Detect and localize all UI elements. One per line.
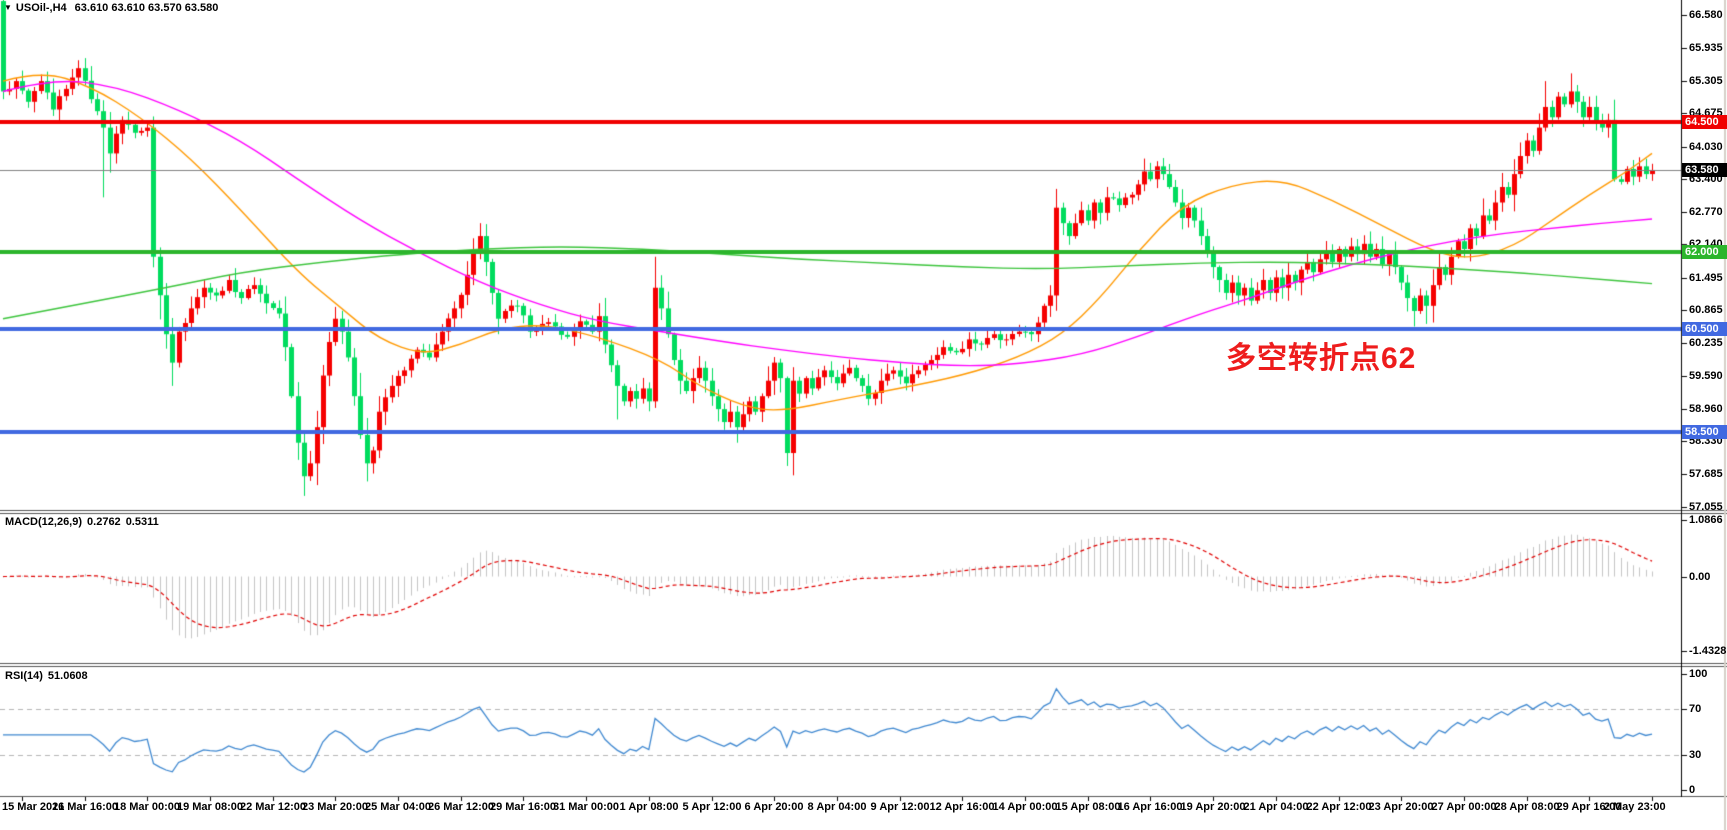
time-tick-label: 12 Apr 16:00 — [929, 801, 995, 813]
time-tick-label: 22 Apr 12:00 — [1306, 801, 1372, 813]
rsi-tick-label: 0 — [1689, 784, 1696, 796]
time-tick-label: 28 Apr 08:00 — [1494, 801, 1560, 813]
chevron-down-icon[interactable]: ▼ — [4, 3, 12, 12]
rsi-indicator-label: RSI(14) 51.0608 — [5, 670, 93, 682]
time-tick-label: 14 Apr 00:00 — [992, 801, 1058, 813]
time-tick-label: 15 Apr 08:00 — [1055, 801, 1121, 813]
macd-indicator-label: MACD(12,26,9) 0.2762 0.5311 — [5, 516, 164, 528]
time-tick-label: 26 Mar 12:00 — [427, 801, 495, 813]
price-tick-label: 58.960 — [1689, 402, 1723, 415]
rsi-tick-label: 100 — [1689, 668, 1708, 680]
time-tick-label: 5 Apr 12:00 — [682, 801, 742, 813]
macd-signal-value: 0.5311 — [125, 516, 159, 528]
price-tick-label: 65.305 — [1689, 74, 1723, 87]
price-level-badge: 60.500 — [1682, 322, 1727, 337]
time-tick-label: 21 Apr 04:00 — [1243, 801, 1309, 813]
price-tick-label: 57.685 — [1689, 468, 1723, 481]
price-tick-label: 64.030 — [1689, 140, 1723, 153]
price-level-badge: 64.500 — [1682, 115, 1727, 130]
ohlc-readout: 63.610 63.610 63.570 63.580 — [74, 2, 219, 14]
price-tick-label: 61.495 — [1689, 271, 1723, 284]
time-tick-label: 19 Apr 20:00 — [1180, 801, 1246, 813]
price-tick-label: 66.580 — [1689, 9, 1723, 21]
macd-tick-label: -1.4328 — [1689, 645, 1727, 657]
time-tick-label: 9 Apr 12:00 — [870, 801, 930, 813]
price-tick-label: 60.235 — [1689, 336, 1723, 349]
price-tick-label: 60.865 — [1689, 304, 1723, 317]
price-level-badge: 62.000 — [1682, 244, 1727, 259]
time-tick-label: 8 Apr 04:00 — [807, 801, 867, 813]
time-tick-label: 27 Apr 00:00 — [1431, 801, 1497, 813]
time-tick-label: 2 May 23:00 — [1603, 801, 1666, 813]
macd-tick-label: 1.0866 — [1689, 514, 1723, 526]
time-tick-label: 25 Mar 04:00 — [364, 801, 432, 813]
time-tick-label: 1 Apr 08:00 — [619, 801, 679, 813]
price-tick-label: 62.770 — [1689, 205, 1723, 218]
time-tick-label: 16 Mar 16:00 — [51, 801, 119, 813]
time-tick-label: 15 Mar 2021 — [2, 801, 65, 813]
time-tick-label: 23 Apr 20:00 — [1368, 801, 1434, 813]
time-tick-label: 31 Mar 00:00 — [552, 801, 620, 813]
time-tick-label: 16 Apr 16:00 — [1117, 801, 1183, 813]
time-tick-label: 23 Mar 20:00 — [301, 801, 369, 813]
rsi-tick-label: 70 — [1689, 702, 1702, 715]
rsi-name: RSI(14) — [5, 670, 43, 682]
symbol-header[interactable]: ▼ USOil-,H4 63.610 63.610 63.570 63.580 — [4, 2, 218, 14]
time-tick-label: 22 Mar 12:00 — [239, 801, 307, 813]
macd-tick-label: 0.00 — [1689, 570, 1711, 583]
macd-main-value: 0.2762 — [87, 516, 121, 528]
rsi-tick-label: 30 — [1689, 749, 1702, 762]
price-tick-label: 65.935 — [1689, 42, 1723, 55]
time-tick-label: 6 Apr 20:00 — [744, 801, 804, 813]
macd-name: MACD(12,26,9) — [5, 516, 83, 528]
symbol-period-label: USOil-,H4 — [15, 2, 67, 14]
rsi-value: 51.0608 — [47, 670, 88, 682]
price-tick-label: 57.055 — [1689, 501, 1723, 513]
time-tick-label: 29 Apr 16:00 — [1556, 801, 1622, 813]
price-tick-label: 59.590 — [1689, 370, 1723, 383]
price-level-badge: 58.500 — [1682, 425, 1727, 440]
current-price-badge: 63.580 — [1682, 162, 1727, 177]
time-tick-label: 29 Mar 16:00 — [489, 801, 557, 813]
chart-annotation-text[interactable]: 多空转折点62 — [1226, 342, 1417, 375]
time-tick-label: 18 Mar 00:00 — [113, 801, 181, 813]
time-tick-label: 19 Mar 08:00 — [176, 801, 244, 813]
